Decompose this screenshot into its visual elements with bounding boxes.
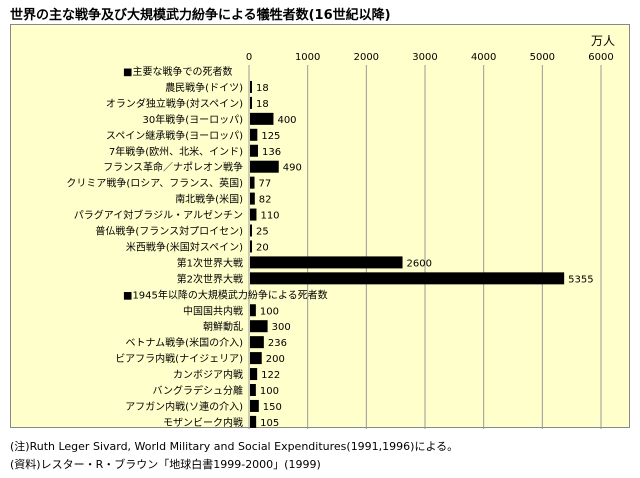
- x-tick-label: 0: [246, 52, 252, 63]
- x-tick-label: 2000: [354, 52, 379, 63]
- group-header-label: ■1945年以降の大規模武力紛争による死者数: [123, 288, 328, 301]
- bar-value-label: 122: [261, 370, 280, 381]
- bar-value-label: 110: [260, 211, 279, 222]
- category-label: 30年戦争(ヨーロッパ): [142, 113, 243, 126]
- bar: [250, 320, 268, 333]
- x-tick-label: 5000: [530, 52, 555, 63]
- bar: [250, 399, 259, 412]
- bar: [250, 384, 256, 396]
- category-label: 朝鮮動乱: [203, 320, 243, 333]
- category-label: パラグアイ対ブラジル・アルゼンチン: [74, 209, 243, 222]
- bar: [250, 272, 565, 285]
- category-label: オランダ独立戦争(対スペイン): [106, 97, 243, 110]
- group-header-label: ■主要な戦争での死者数: [123, 65, 232, 78]
- bar-value-label: 105: [260, 418, 279, 429]
- bar-value-label: 20: [256, 242, 269, 253]
- bar: [250, 128, 258, 141]
- x-tick-label: 3000: [412, 52, 437, 63]
- category-label: 農民戦争(ドイツ): [165, 81, 243, 94]
- bar: [250, 112, 274, 125]
- bar-value-label: 136: [262, 147, 281, 158]
- x-tick-label: 4000: [471, 52, 496, 63]
- bar-value-label: 125: [261, 131, 280, 142]
- x-axis-unit-label: 万人: [591, 34, 615, 48]
- category-label: 第1次世界大戦: [177, 256, 243, 269]
- category-label: 中国国共内戦: [183, 304, 243, 317]
- category-label: アフガン内戦(ソ連の介入): [125, 400, 243, 413]
- bar-value-label: 2600: [407, 258, 432, 269]
- bar-value-label: 200: [266, 354, 285, 365]
- category-label: スペイン継承戦争(ヨーロッパ): [106, 129, 243, 142]
- bar: [250, 336, 264, 349]
- category-label: モザンビーク内戦: [163, 416, 243, 429]
- bar: [250, 192, 255, 205]
- category-label: 南北戦争(米国): [175, 193, 243, 206]
- bar-value-label: 300: [272, 322, 291, 333]
- bar: [250, 368, 258, 381]
- bar: [250, 415, 257, 428]
- bar: [250, 144, 258, 157]
- bar: [250, 352, 262, 365]
- bar: [250, 176, 255, 189]
- category-label: カンボジア内戦: [173, 368, 243, 381]
- bar-value-label: 5355: [568, 274, 593, 285]
- chart-plot-area: 万人 0 1000 2000 3000 4000 5000 6000 ■主要な戦争での死者数農民…: [10, 24, 630, 429]
- category-label: ベトナム戦争(米国の介入): [125, 336, 243, 349]
- bar: [250, 256, 403, 269]
- bar-value-label: 18: [256, 83, 269, 94]
- chart-title: 世界の主な戦争及び大規模武力紛争による犠牲者数(16世紀以降): [10, 8, 391, 23]
- category-label: クリミア戦争(ロシア、フランス、英国): [66, 177, 243, 190]
- chart-source: (資料)レスター・R・ブラウン「地球白書1999-2000」(1999): [10, 458, 321, 471]
- bar: [250, 240, 252, 253]
- category-label: バングラデシュ分離: [153, 384, 244, 397]
- category-label: 米西戦争(米国対スペイン): [126, 240, 243, 253]
- bar: [250, 96, 252, 109]
- bar-value-label: 236: [268, 338, 287, 349]
- bar-value-label: 150: [263, 402, 282, 413]
- bar-value-label: 82: [259, 195, 272, 206]
- category-label: 7年戦争(欧州、北米、インド): [109, 145, 243, 158]
- bar: [250, 208, 257, 221]
- bar-value-label: 25: [256, 227, 269, 238]
- bar-value-label: 490: [283, 163, 302, 174]
- bar: [250, 224, 252, 237]
- bar-value-label: 77: [259, 179, 272, 190]
- x-tick-label: 6000: [588, 52, 613, 63]
- bar-value-label: 400: [277, 115, 296, 126]
- bar: [250, 160, 279, 173]
- category-label: ビアフラ内戦(ナイジェリア): [115, 352, 243, 365]
- bar: [250, 80, 252, 93]
- bar-value-label: 18: [256, 99, 269, 110]
- bar-chart: 万人 0 1000 2000 3000 4000 5000 6000 ■主要な戦争での死者数農民…: [66, 34, 615, 429]
- bar-value-label: 100: [260, 386, 279, 397]
- chart-footnote: (注)Ruth Leger Sivard, World Military and…: [10, 440, 459, 453]
- x-tick-label: 1000: [295, 52, 320, 63]
- category-label: 普仏戦争(フランス対プロイセン): [95, 225, 243, 238]
- bar-value-label: 100: [260, 306, 279, 317]
- bar: [250, 304, 256, 317]
- category-label: フランス革命／ナポレオン戦争: [103, 161, 243, 174]
- category-label: 第2次世界大戦: [177, 272, 243, 285]
